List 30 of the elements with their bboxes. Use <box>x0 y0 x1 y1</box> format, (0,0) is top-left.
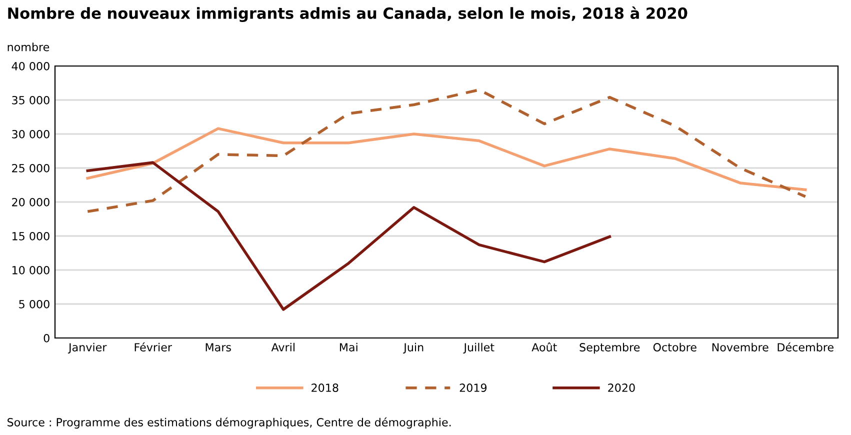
line-series <box>86 127 807 192</box>
y-tick-label: 20 000 <box>12 198 50 206</box>
y-tick-label: 0 <box>44 334 50 342</box>
x-tick-label: Janvier <box>68 342 107 354</box>
x-tick-label: Septembre <box>580 342 640 354</box>
x-tick-label: Juillet <box>463 342 494 354</box>
x-tick-label: Août <box>532 342 557 352</box>
x-tick-label: Avril <box>271 342 294 352</box>
legend-label: 2019 <box>460 384 487 392</box>
y-tick-label: 10 000 <box>12 266 50 274</box>
x-tick-label: Octobre <box>653 342 696 352</box>
x-tick-label: Mars <box>206 343 231 352</box>
line-series <box>86 161 612 311</box>
y-tick-label: 5 000 <box>19 300 50 308</box>
x-tick-label: Mai <box>340 342 358 352</box>
y-tick-label: 35 000 <box>12 96 50 104</box>
legend-label: 2018 <box>312 384 338 392</box>
y-tick-label: 25 000 <box>12 164 50 172</box>
legend-label: 2020 <box>608 384 635 392</box>
source-note: Source : Programme des estimations démographiques, Centre de démographie. <box>8 417 451 429</box>
line-series <box>86 88 807 213</box>
y-tick-label: 30 000 <box>12 130 50 138</box>
y-tick-label: 15 000 <box>12 232 50 240</box>
x-tick-label: Décembre <box>778 342 834 352</box>
chart-title: Nombre de nouveaux immigrants admis au Canada, selon le mois, 2018 à 2020 <box>8 6 688 22</box>
y-axis-title: nombre <box>8 42 50 52</box>
y-tick-label: 40 000 <box>12 62 50 70</box>
x-tick-label: Février <box>134 342 172 352</box>
x-tick-label: Juin <box>403 342 424 354</box>
x-tick-label: Novembre <box>712 342 768 352</box>
